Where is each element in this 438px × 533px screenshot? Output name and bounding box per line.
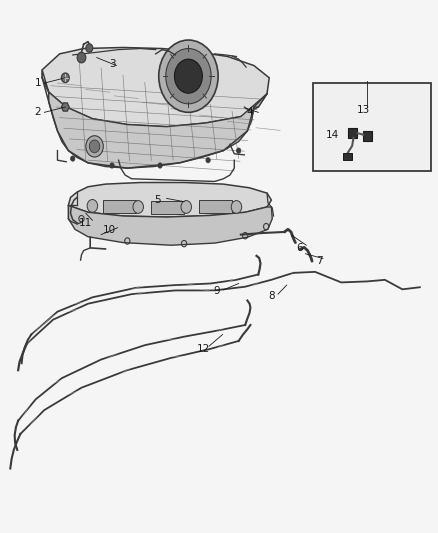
Text: 13: 13 (357, 104, 370, 115)
Circle shape (206, 158, 210, 163)
Bar (343, 153, 352, 160)
Circle shape (231, 200, 242, 213)
Bar (151, 201, 184, 214)
Circle shape (166, 49, 211, 104)
Circle shape (158, 163, 162, 168)
Text: 7: 7 (316, 256, 323, 266)
Circle shape (87, 199, 98, 212)
Text: 12: 12 (197, 344, 210, 354)
Text: 2: 2 (35, 107, 41, 117)
Circle shape (89, 140, 100, 153)
Bar (348, 128, 357, 138)
Text: 10: 10 (103, 225, 117, 236)
Text: 4: 4 (246, 107, 253, 117)
Circle shape (61, 73, 69, 83)
Text: 9: 9 (213, 286, 220, 296)
Circle shape (71, 156, 75, 161)
Polygon shape (42, 70, 267, 168)
Bar (199, 200, 232, 213)
Circle shape (86, 44, 93, 52)
Circle shape (77, 52, 86, 63)
Circle shape (174, 59, 202, 93)
Bar (103, 200, 136, 213)
Circle shape (110, 163, 114, 168)
Text: 1: 1 (35, 78, 41, 88)
Text: 14: 14 (326, 130, 339, 140)
Text: 11: 11 (79, 218, 92, 228)
Bar (313, 83, 431, 171)
Polygon shape (42, 47, 269, 127)
Text: 3: 3 (109, 60, 115, 69)
Polygon shape (68, 182, 272, 217)
Circle shape (159, 40, 218, 112)
Text: 8: 8 (268, 290, 275, 301)
Text: 6: 6 (297, 243, 303, 253)
Polygon shape (68, 205, 272, 245)
Polygon shape (61, 103, 69, 111)
Circle shape (86, 136, 103, 157)
Bar (363, 131, 372, 141)
Text: 5: 5 (155, 195, 161, 205)
Circle shape (133, 200, 144, 213)
Circle shape (237, 148, 241, 154)
Circle shape (181, 200, 191, 213)
